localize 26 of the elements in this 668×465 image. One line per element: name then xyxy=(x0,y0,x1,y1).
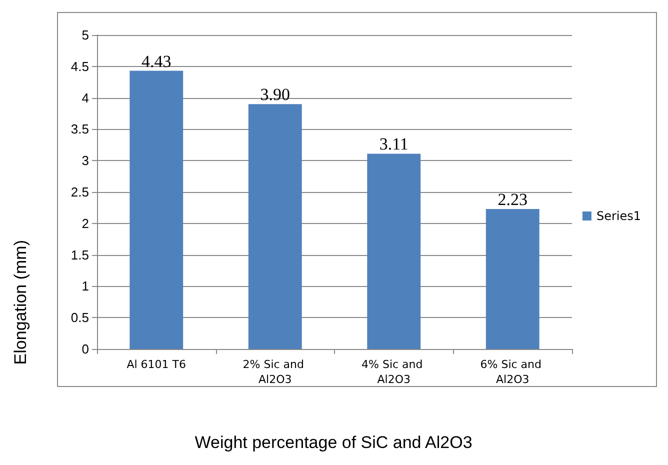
y-tick-label: 2 xyxy=(82,216,89,231)
x-tick-label: 2% Sic and Al2O3 xyxy=(242,358,308,386)
x-axis-title: Weight percentage of SiC and Al2O3 xyxy=(194,433,472,452)
x-tick-label: Al 6101 T6 xyxy=(126,358,186,371)
y-tick-label: 2.5 xyxy=(70,184,89,200)
data-label: 2.23 xyxy=(498,190,528,209)
x-tick-label: 6% Sic and Al2O3 xyxy=(480,358,545,386)
y-tick-label: 4.5 xyxy=(70,58,89,74)
legend-label: Series1 xyxy=(596,209,642,223)
data-label: 4.43 xyxy=(142,52,172,71)
y-tick-label: 3 xyxy=(82,153,89,168)
y-tick-label: 0.5 xyxy=(70,310,89,326)
x-tick-label: 4% Sic and Al2O3 xyxy=(362,358,426,386)
y-tick-label: 1.5 xyxy=(70,247,89,262)
data-label: 3.11 xyxy=(379,134,408,154)
y-tick-label: 3.5 xyxy=(70,122,89,137)
y-tick-label: 5 xyxy=(82,28,89,42)
y-tick-label: 4 xyxy=(82,90,89,106)
data-label: 3.90 xyxy=(260,85,290,104)
y-axis-title: Elongation (mm) xyxy=(11,240,30,365)
bar xyxy=(367,154,421,349)
bar xyxy=(130,70,184,349)
bar xyxy=(248,104,302,349)
bar xyxy=(486,208,540,349)
y-tick-label: 1 xyxy=(82,278,89,294)
y-tick-label: 0 xyxy=(82,342,89,356)
